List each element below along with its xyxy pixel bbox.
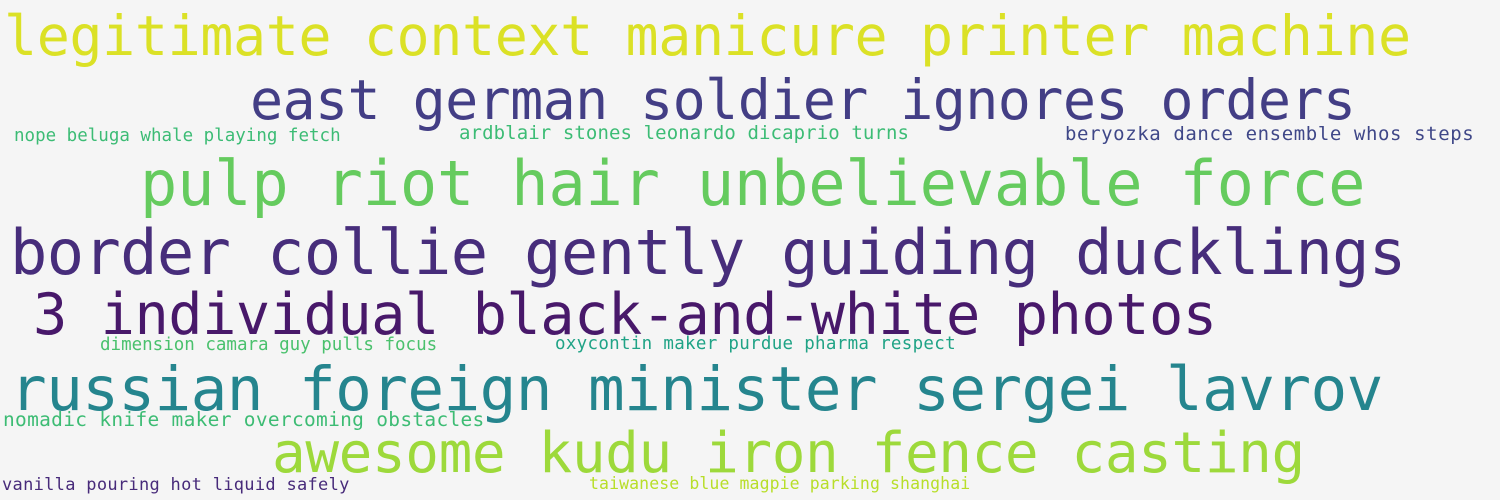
cloud-phrase: ardblair stones leonardo dicaprio turns	[459, 122, 910, 144]
cloud-phrase: vanilla pouring hot liquid safely	[2, 475, 350, 495]
cloud-phrase: east german soldier ignores orders	[250, 68, 1356, 132]
cloud-phrase: nope beluga whale playing fetch	[14, 126, 341, 146]
cloud-phrase: nomadic knife maker overcoming obstacles	[3, 408, 485, 431]
cloud-phrase: awesome kudu iron fence casting	[272, 421, 1305, 486]
cloud-phrase: border collie gently guiding ducklings	[10, 216, 1406, 289]
cloud-phrase: oxycontin maker purdue pharma respect	[555, 334, 956, 354]
cloud-phrase: taiwanese blue magpie parking shanghai	[589, 474, 971, 493]
cloud-phrase: dimension camara guy pulls focus	[100, 335, 438, 355]
cloud-phrase: russian foreign minister sergei lavrov	[10, 354, 1383, 425]
cloud-phrase: legitimate context manicure printer mach…	[4, 4, 1411, 68]
cloud-phrase: beryozka dance ensemble whos steps	[1065, 123, 1475, 145]
cloud-phrase: pulp riot hair unbelievable force	[140, 147, 1366, 220]
cloud-phrase: 3 individual black-and-white photos	[33, 282, 1217, 348]
